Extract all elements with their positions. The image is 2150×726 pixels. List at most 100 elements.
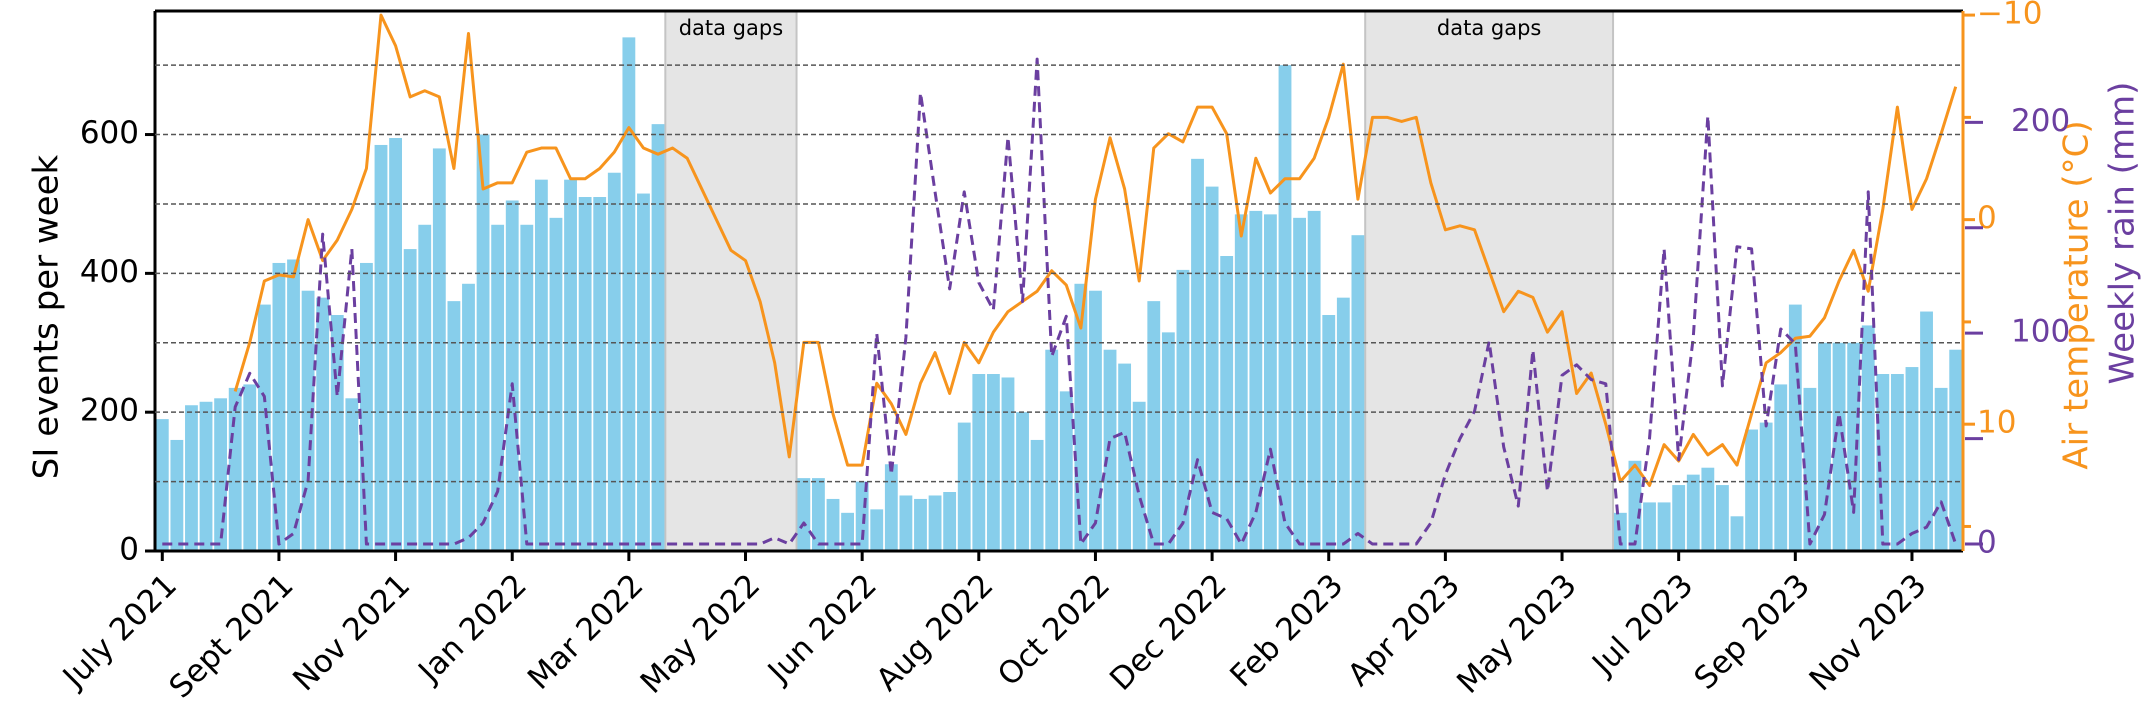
bar — [1672, 485, 1686, 551]
bar — [1832, 342, 1846, 551]
bar — [1205, 186, 1219, 551]
bar — [578, 197, 592, 551]
x-tick-label: Nov 2021 — [286, 567, 417, 698]
y3-tick-label: 100 — [2011, 314, 2070, 350]
y3-tick-label: 0 — [1977, 525, 1997, 561]
y3-tick-label: 200 — [2011, 103, 2070, 139]
bar — [1147, 301, 1161, 551]
bar — [491, 224, 505, 551]
bar — [199, 401, 213, 551]
bar — [914, 498, 927, 551]
bar — [549, 217, 563, 551]
bar — [841, 512, 854, 551]
gap-label: data gaps — [1437, 16, 1541, 40]
bar — [1759, 422, 1773, 551]
bar — [651, 124, 665, 552]
x-tick-label: Mar 2022 — [521, 567, 651, 697]
bar — [1118, 363, 1132, 551]
background-layer — [664, 10, 1615, 552]
bar — [345, 398, 359, 551]
bar — [243, 384, 257, 551]
bar — [1905, 367, 1919, 551]
data-gap-region — [664, 10, 798, 552]
y-tick-label: 400 — [80, 254, 139, 290]
bar — [1322, 315, 1336, 551]
bar — [812, 478, 825, 551]
bar — [593, 197, 607, 551]
bar — [564, 179, 577, 551]
x-tick-label: Jan 2022 — [410, 567, 533, 690]
bar — [287, 259, 300, 551]
x-tick-label: Apr 2023 — [1341, 567, 1467, 693]
x-tick-label: May 2023 — [1450, 567, 1584, 701]
bar — [884, 464, 898, 551]
bar — [432, 148, 446, 551]
bar — [1876, 374, 1890, 551]
x-tick-label: Jun 2022 — [760, 567, 884, 691]
bar — [637, 193, 650, 551]
bar — [1818, 342, 1831, 551]
bar — [870, 509, 884, 551]
bar — [1920, 311, 1933, 551]
bar — [1788, 304, 1802, 551]
bar — [1293, 217, 1306, 551]
bar — [228, 387, 242, 551]
bar — [155, 419, 169, 551]
data-layer — [155, 13, 1963, 552]
bar — [1847, 342, 1861, 551]
bar — [1774, 384, 1788, 551]
bar — [272, 262, 286, 551]
bar — [1307, 210, 1321, 552]
y-tick-label: 200 — [80, 393, 139, 429]
bar — [943, 492, 957, 551]
x-tick-label: Jul 2023 — [1584, 567, 1700, 683]
x-tick-label: Dec 2022 — [1103, 567, 1234, 698]
bar — [1176, 269, 1190, 551]
bar — [462, 283, 475, 551]
bar — [607, 172, 621, 552]
x-tick-label: Feb 2023 — [1223, 567, 1350, 694]
bar — [1643, 502, 1656, 551]
x-tick-label: Aug 2022 — [869, 567, 1000, 698]
x-tick-label: May 2022 — [634, 567, 768, 701]
y2-tick-label: 0 — [1977, 200, 1997, 236]
bar — [1701, 467, 1715, 551]
bar — [534, 179, 548, 551]
bar — [1220, 256, 1234, 551]
bar — [1716, 485, 1729, 551]
bar — [1234, 214, 1248, 551]
bar — [826, 498, 840, 551]
x-tick-label: Nov 2023 — [1803, 567, 1934, 698]
x-tick-label: Sep 2023 — [1687, 567, 1817, 697]
data-gap-region — [1364, 10, 1615, 552]
bar — [360, 262, 373, 551]
bar — [1103, 349, 1117, 551]
bar — [1351, 235, 1365, 551]
rain-line — [162, 57, 1958, 546]
bar — [418, 224, 432, 551]
bar — [1191, 158, 1204, 551]
y3-axis-title: Weekly rain (mm) — [2103, 82, 2143, 385]
bar — [1949, 349, 1963, 551]
bar — [1001, 377, 1015, 551]
bar — [899, 495, 913, 551]
x-tick-label: Sept 2021 — [162, 567, 300, 705]
temperature-line — [233, 13, 1958, 488]
bar — [316, 297, 330, 551]
bar — [1132, 401, 1146, 551]
bar — [1278, 65, 1292, 551]
bar — [214, 398, 228, 551]
y-tick-label: 0 — [119, 532, 139, 568]
bar — [1045, 349, 1059, 551]
bar — [185, 405, 198, 551]
bar — [1861, 325, 1875, 551]
bar — [1686, 474, 1700, 551]
bar — [928, 495, 942, 551]
bar — [1745, 429, 1758, 551]
bar — [301, 290, 315, 551]
bar — [1030, 439, 1044, 551]
bar — [797, 478, 811, 551]
bar — [374, 144, 388, 551]
bar — [257, 304, 271, 551]
